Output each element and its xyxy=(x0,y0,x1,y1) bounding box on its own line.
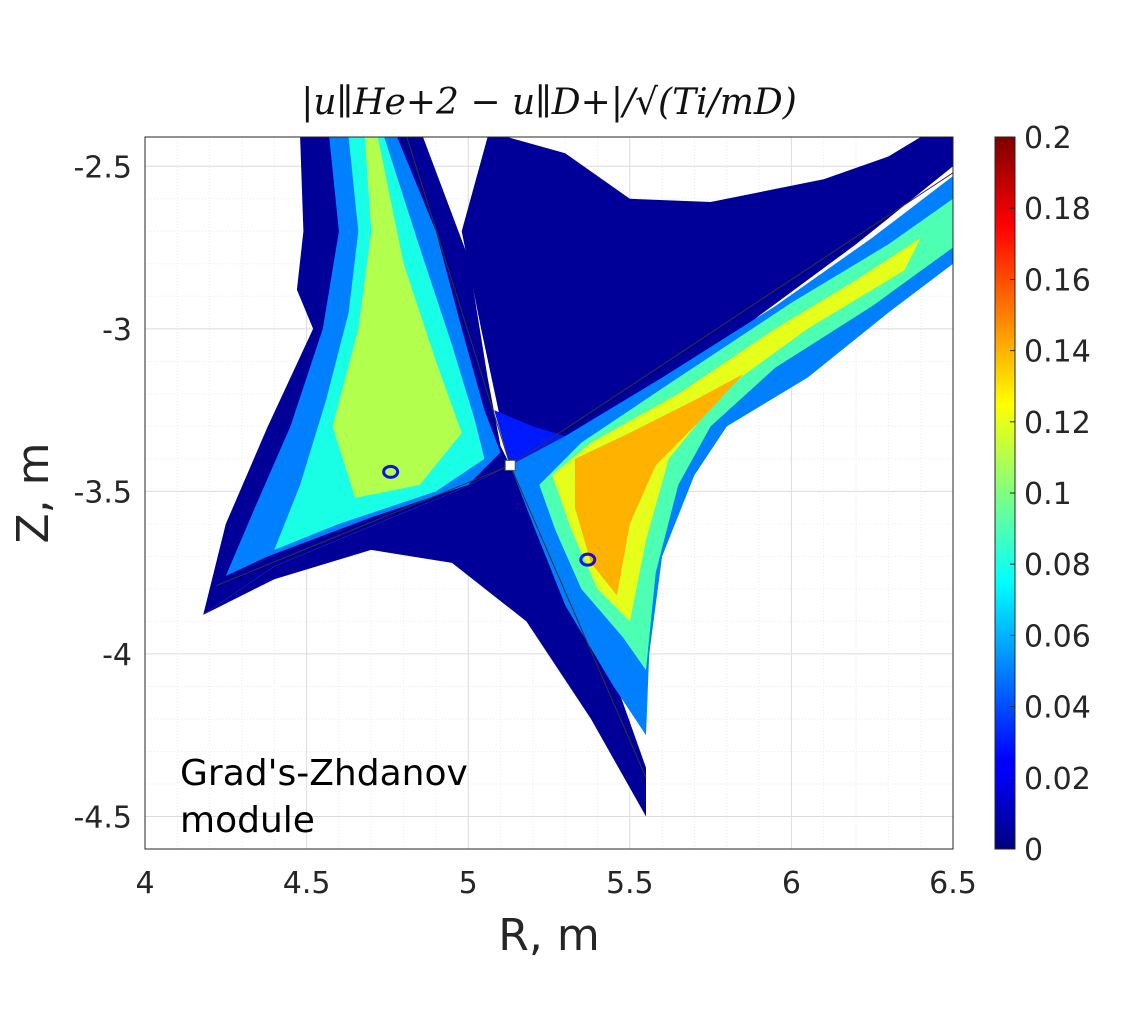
y-axis-label: Z, m xyxy=(8,443,59,544)
separatrix-line xyxy=(509,172,953,466)
colorbar-tick-label: 0.14 xyxy=(1024,335,1091,370)
colorbar-tick-label: 0.08 xyxy=(1024,548,1091,583)
chart-title: |u∥He+2 − u∥D+|/√(Ti/mD) xyxy=(301,82,797,123)
separatrix-line xyxy=(215,464,511,587)
x-tick-label: 5.5 xyxy=(606,866,654,901)
colorbar-tick-label: 0.06 xyxy=(1024,619,1091,654)
plot-frame xyxy=(144,136,954,850)
heatmap-region xyxy=(574,374,743,596)
heatmap-region xyxy=(494,410,566,466)
y-tick-label: -4.5 xyxy=(73,800,132,835)
annotation-line-2: module xyxy=(180,800,315,841)
x-tick-label: 6.5 xyxy=(929,866,977,901)
colorbar-tick-label: 0.16 xyxy=(1024,263,1091,298)
colorbar-tick-label: 0.12 xyxy=(1024,406,1091,441)
heatmap-region xyxy=(461,137,953,466)
colorbar-tick-label: 0.1 xyxy=(1024,477,1072,512)
colorbar-tick-labels: 0 0.02 0.04 0.06 0.08 0.1 0.12 0.14 0.16 0.18 0.2 xyxy=(1010,121,1091,868)
x-tick-labels: 4 4.5 5 5.5 6 6.5 xyxy=(135,866,976,901)
y-tick-label: -4 xyxy=(102,638,132,673)
heatmap-region xyxy=(552,237,921,622)
y-tick-label: -3.5 xyxy=(73,475,132,510)
colorbar-tick-label: 0.2 xyxy=(1024,121,1072,156)
colorbar-tick-label: 0.04 xyxy=(1024,691,1091,726)
colorbar-tick-label: 0 xyxy=(1024,833,1043,868)
annotation-line-1: Grad's-Zhdanov xyxy=(180,753,468,794)
heatmap-region xyxy=(203,465,646,817)
y-tick-label: -3 xyxy=(102,313,132,348)
separatrix-lines xyxy=(215,137,953,778)
x-tick-label: 4 xyxy=(135,866,154,901)
markers xyxy=(382,464,597,567)
x-axis-label: R, m xyxy=(498,910,599,961)
heatmap-region xyxy=(332,137,462,498)
separatrix-line xyxy=(509,465,647,778)
marker-circle xyxy=(382,464,400,479)
y-tick-label: -2.5 xyxy=(73,150,132,185)
marker-circle xyxy=(579,552,597,567)
colorbar-tick-label: 0.02 xyxy=(1024,762,1091,797)
x-point-marker xyxy=(504,459,516,471)
heatmap-regions xyxy=(203,137,953,817)
x-tick-label: 4.5 xyxy=(283,866,331,901)
colorbar-tick-label: 0.18 xyxy=(1024,192,1091,227)
colorbar: 0 0.02 0.04 0.06 0.08 0.1 0.12 0.14 0.16 0.18 0.2 xyxy=(994,121,1091,868)
x-tick-label: 5 xyxy=(459,866,478,901)
plot-area xyxy=(144,136,954,850)
x-tick-label: 6 xyxy=(782,866,801,901)
separatrix-line xyxy=(406,137,511,466)
y-tick-labels: -2.5 -3 -3.5 -4 -4.5 xyxy=(73,150,132,835)
